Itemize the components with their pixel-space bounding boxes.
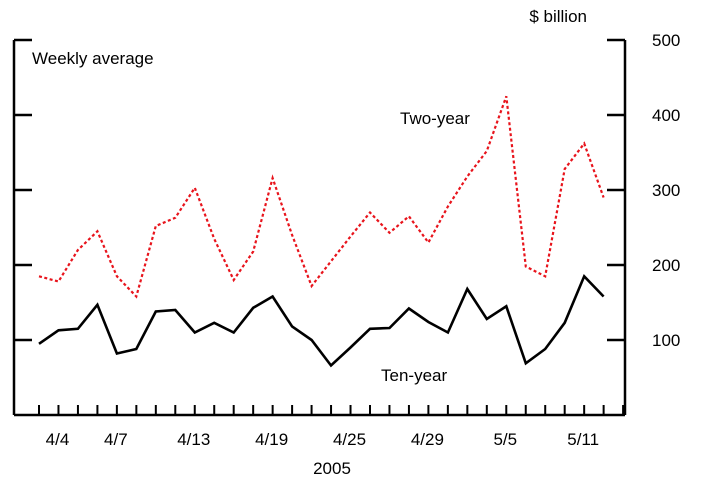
axes <box>12 40 627 417</box>
x-tick-label: 5/11 <box>567 430 599 449</box>
x-tick-label: 4/19 <box>255 430 288 449</box>
y-tick-label: 300 <box>652 181 680 200</box>
x-tick-label: 4/29 <box>411 430 444 449</box>
y-tick-label: 200 <box>652 256 680 275</box>
weekly-average-annotation: Weekly average <box>32 49 154 68</box>
y-tick-label: 100 <box>652 331 680 350</box>
series-label-two-year: Two-year <box>400 109 470 128</box>
y-tick-label: 500 <box>652 31 680 50</box>
x-axis-label: 2005 <box>313 459 351 478</box>
series-line-two-year <box>38 95 605 299</box>
x-tick-label: 4/4 <box>46 430 70 449</box>
x-tick-label: 4/7 <box>104 430 128 449</box>
series-layer <box>38 95 605 368</box>
y-unit-label: $ billion <box>529 7 587 26</box>
series-label-ten-year: Ten-year <box>381 366 447 385</box>
x-tick-label: 4/13 <box>177 430 210 449</box>
x-tick-label: 4/25 <box>333 430 366 449</box>
y-ticks: 100 200 300 400 500 <box>14 31 680 350</box>
series-line-ten-year <box>38 273 605 368</box>
x-ticks: 4/4 4/7 4/13 4/19 4/25 4/29 5/5 5/11 <box>38 405 625 449</box>
y-tick-label: 400 <box>652 106 680 125</box>
x-tick-label: 5/5 <box>493 430 517 449</box>
